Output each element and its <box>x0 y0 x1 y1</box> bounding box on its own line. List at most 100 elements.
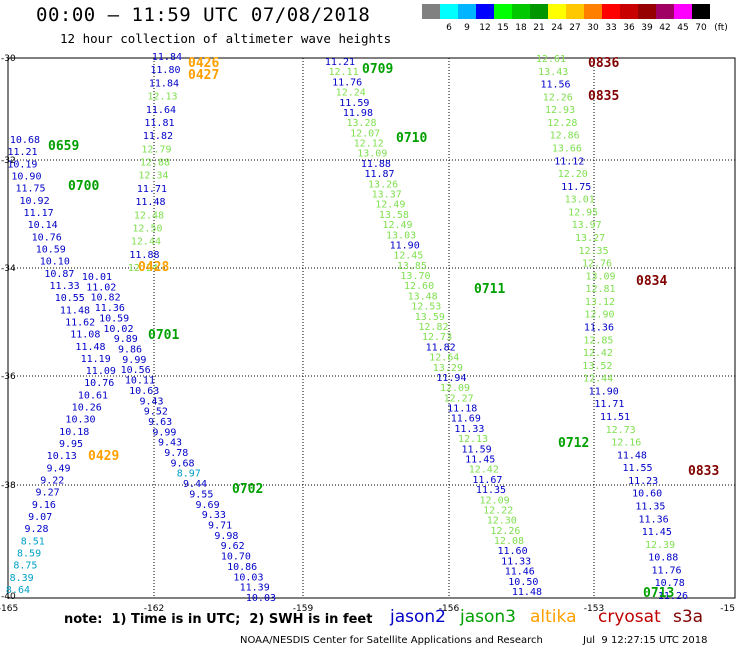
wave-height-value: 11.18 <box>447 404 477 415</box>
wave-height-value: 12.09 <box>440 383 470 394</box>
wave-height-value: 10.11 <box>125 376 155 387</box>
wave-height-value: 12.12 <box>354 139 384 150</box>
scale-unit: (ft) <box>714 23 728 33</box>
pass-time-label: 0426 <box>188 56 219 71</box>
wave-height-value: 9.62 <box>221 541 245 552</box>
wave-height-value: 11.60 <box>498 546 528 557</box>
wave-height-value: 11.82 <box>426 342 456 353</box>
scale-swatch <box>494 4 512 19</box>
wave-height-value: 10.76 <box>32 232 62 243</box>
scale-swatch <box>512 4 530 19</box>
wave-height-value: 12.60 <box>404 281 434 292</box>
wave-height-value: 10.76 <box>84 378 114 389</box>
wave-height-value: 9.22 <box>40 476 64 487</box>
wave-height-value: 10.90 <box>11 171 41 182</box>
wave-height-value: 9.43 <box>139 396 163 407</box>
scale-label: 33 <box>605 23 617 33</box>
pass-time-label: 0712 <box>558 436 589 451</box>
wave-height-value: 11.71 <box>594 399 624 410</box>
wave-height-value: 11.19 <box>81 354 111 365</box>
wave-height-value: 10.92 <box>19 196 49 207</box>
wave-height-value: 11.69 <box>451 414 481 425</box>
wave-height-value: 12.26 <box>543 92 573 103</box>
scale-swatch <box>458 4 476 19</box>
wave-height-value: 9.63 <box>148 417 172 428</box>
scale-swatch <box>566 4 584 19</box>
lat-label: -38 <box>1 481 16 491</box>
page-title: 00:00 – 11:59 UTC 07/08/2018 <box>36 4 371 26</box>
wave-height-value: 13.28 <box>346 118 376 129</box>
pass-time-label: 0701 <box>148 328 179 343</box>
wave-height-value: 11.87 <box>364 169 394 180</box>
wave-height-value: 12.13 <box>458 434 488 445</box>
wave-height-value: 11.76 <box>332 77 362 88</box>
wave-height-value: 11.48 <box>135 197 165 208</box>
pass-time-label: 0427 <box>188 68 219 83</box>
wave-height-value: 12.08 <box>494 536 524 547</box>
wave-height-value: 12.16 <box>611 438 641 449</box>
wave-height-value: 11.02 <box>86 282 116 293</box>
wave-height-value: 11.64 <box>146 105 176 116</box>
wave-height-value: 11.94 <box>436 373 466 384</box>
scale-label: 12 <box>479 23 491 33</box>
scale-label: 6 <box>446 23 452 33</box>
wave-height-value: 11.33 <box>50 281 80 292</box>
wave-height-value: 12.73 <box>422 332 452 343</box>
wave-height-value: 9.52 <box>144 407 168 418</box>
wave-height-value: 11.84 <box>152 52 182 63</box>
wave-height-value: 10.70 <box>221 552 251 563</box>
wave-height-value: 12.88 <box>140 158 170 169</box>
wave-height-value: 12.09 <box>480 495 510 506</box>
wave-height-value: 11.48 <box>617 450 647 461</box>
wave-height-value: 12.07 <box>350 128 380 139</box>
scale-swatch <box>692 4 710 19</box>
wave-height-value: 13.59 <box>415 312 445 323</box>
wave-height-value: 11.88 <box>129 250 159 261</box>
wave-height-value: 10.78 <box>655 578 685 589</box>
wave-height-value: 11.55 <box>622 463 652 474</box>
wave-height-value: 12.73 <box>606 425 636 436</box>
scale-swatch <box>530 4 548 19</box>
wave-height-value: 12.22 <box>483 505 513 516</box>
wave-height-value: 11.33 <box>501 556 531 567</box>
wave-height-value: 10.14 <box>28 220 58 231</box>
wave-height-value: 11.17 <box>24 208 54 219</box>
lat-label: -30 <box>1 54 16 64</box>
wave-height-value: 10.86 <box>227 562 257 573</box>
wave-height-value: 9.95 <box>59 439 83 450</box>
wave-height-value: 13.29 <box>433 363 463 374</box>
wave-height-value: 10.18 <box>59 427 89 438</box>
wave-height-value: 12.35 <box>579 246 609 257</box>
wave-height-value: 11.84 <box>149 78 179 89</box>
wave-height-value: 12.50 <box>132 223 162 234</box>
wave-height-value: 9.27 <box>36 488 60 499</box>
wave-height-value: 11.67 <box>472 475 502 486</box>
wave-height-value: 11.33 <box>454 424 484 435</box>
pass-time-label: 0429 <box>88 449 119 464</box>
wave-height-value: 12.30 <box>487 516 517 527</box>
wave-height-value: 9.68 <box>170 458 194 469</box>
color-scale: 6 9 12 15 18 21 24 27 30 33 36 39 42 45 70 (ft) <box>422 4 737 34</box>
pass-time-label: 0710 <box>396 131 427 146</box>
wave-height-value: 13.37 <box>372 190 402 201</box>
wave-height-value: 9.98 <box>214 531 238 542</box>
legend-jason3: jason3 <box>460 607 516 627</box>
scale-swatch <box>620 4 638 19</box>
wave-height-value: 9.99 <box>122 355 146 366</box>
wave-height-value: 10.63 <box>129 386 159 397</box>
wave-height-value: 9.69 <box>196 500 220 511</box>
page-subtitle: 12 hour collection of altimeter wave hei… <box>60 31 392 46</box>
wave-height-value: 12.27 <box>444 393 474 404</box>
legend-note: note: 1) Time is in UTC; 2) SWH is in fe… <box>64 612 373 627</box>
wave-height-value: 11.35 <box>476 485 506 496</box>
wave-height-value: 13.09 <box>585 271 615 282</box>
scale-swatch <box>602 4 620 19</box>
wave-height-value: 11.82 <box>143 131 173 142</box>
wave-height-value: 11.48 <box>512 587 542 598</box>
wave-height-value: 11.75 <box>15 184 45 195</box>
wave-height-value: 9.78 <box>164 448 188 459</box>
lon-label: -162 <box>144 604 164 614</box>
pass-time-label: 0711 <box>474 282 505 297</box>
wave-height-value: 11.36 <box>95 303 125 314</box>
wave-height-value: 12.79 <box>141 144 171 155</box>
